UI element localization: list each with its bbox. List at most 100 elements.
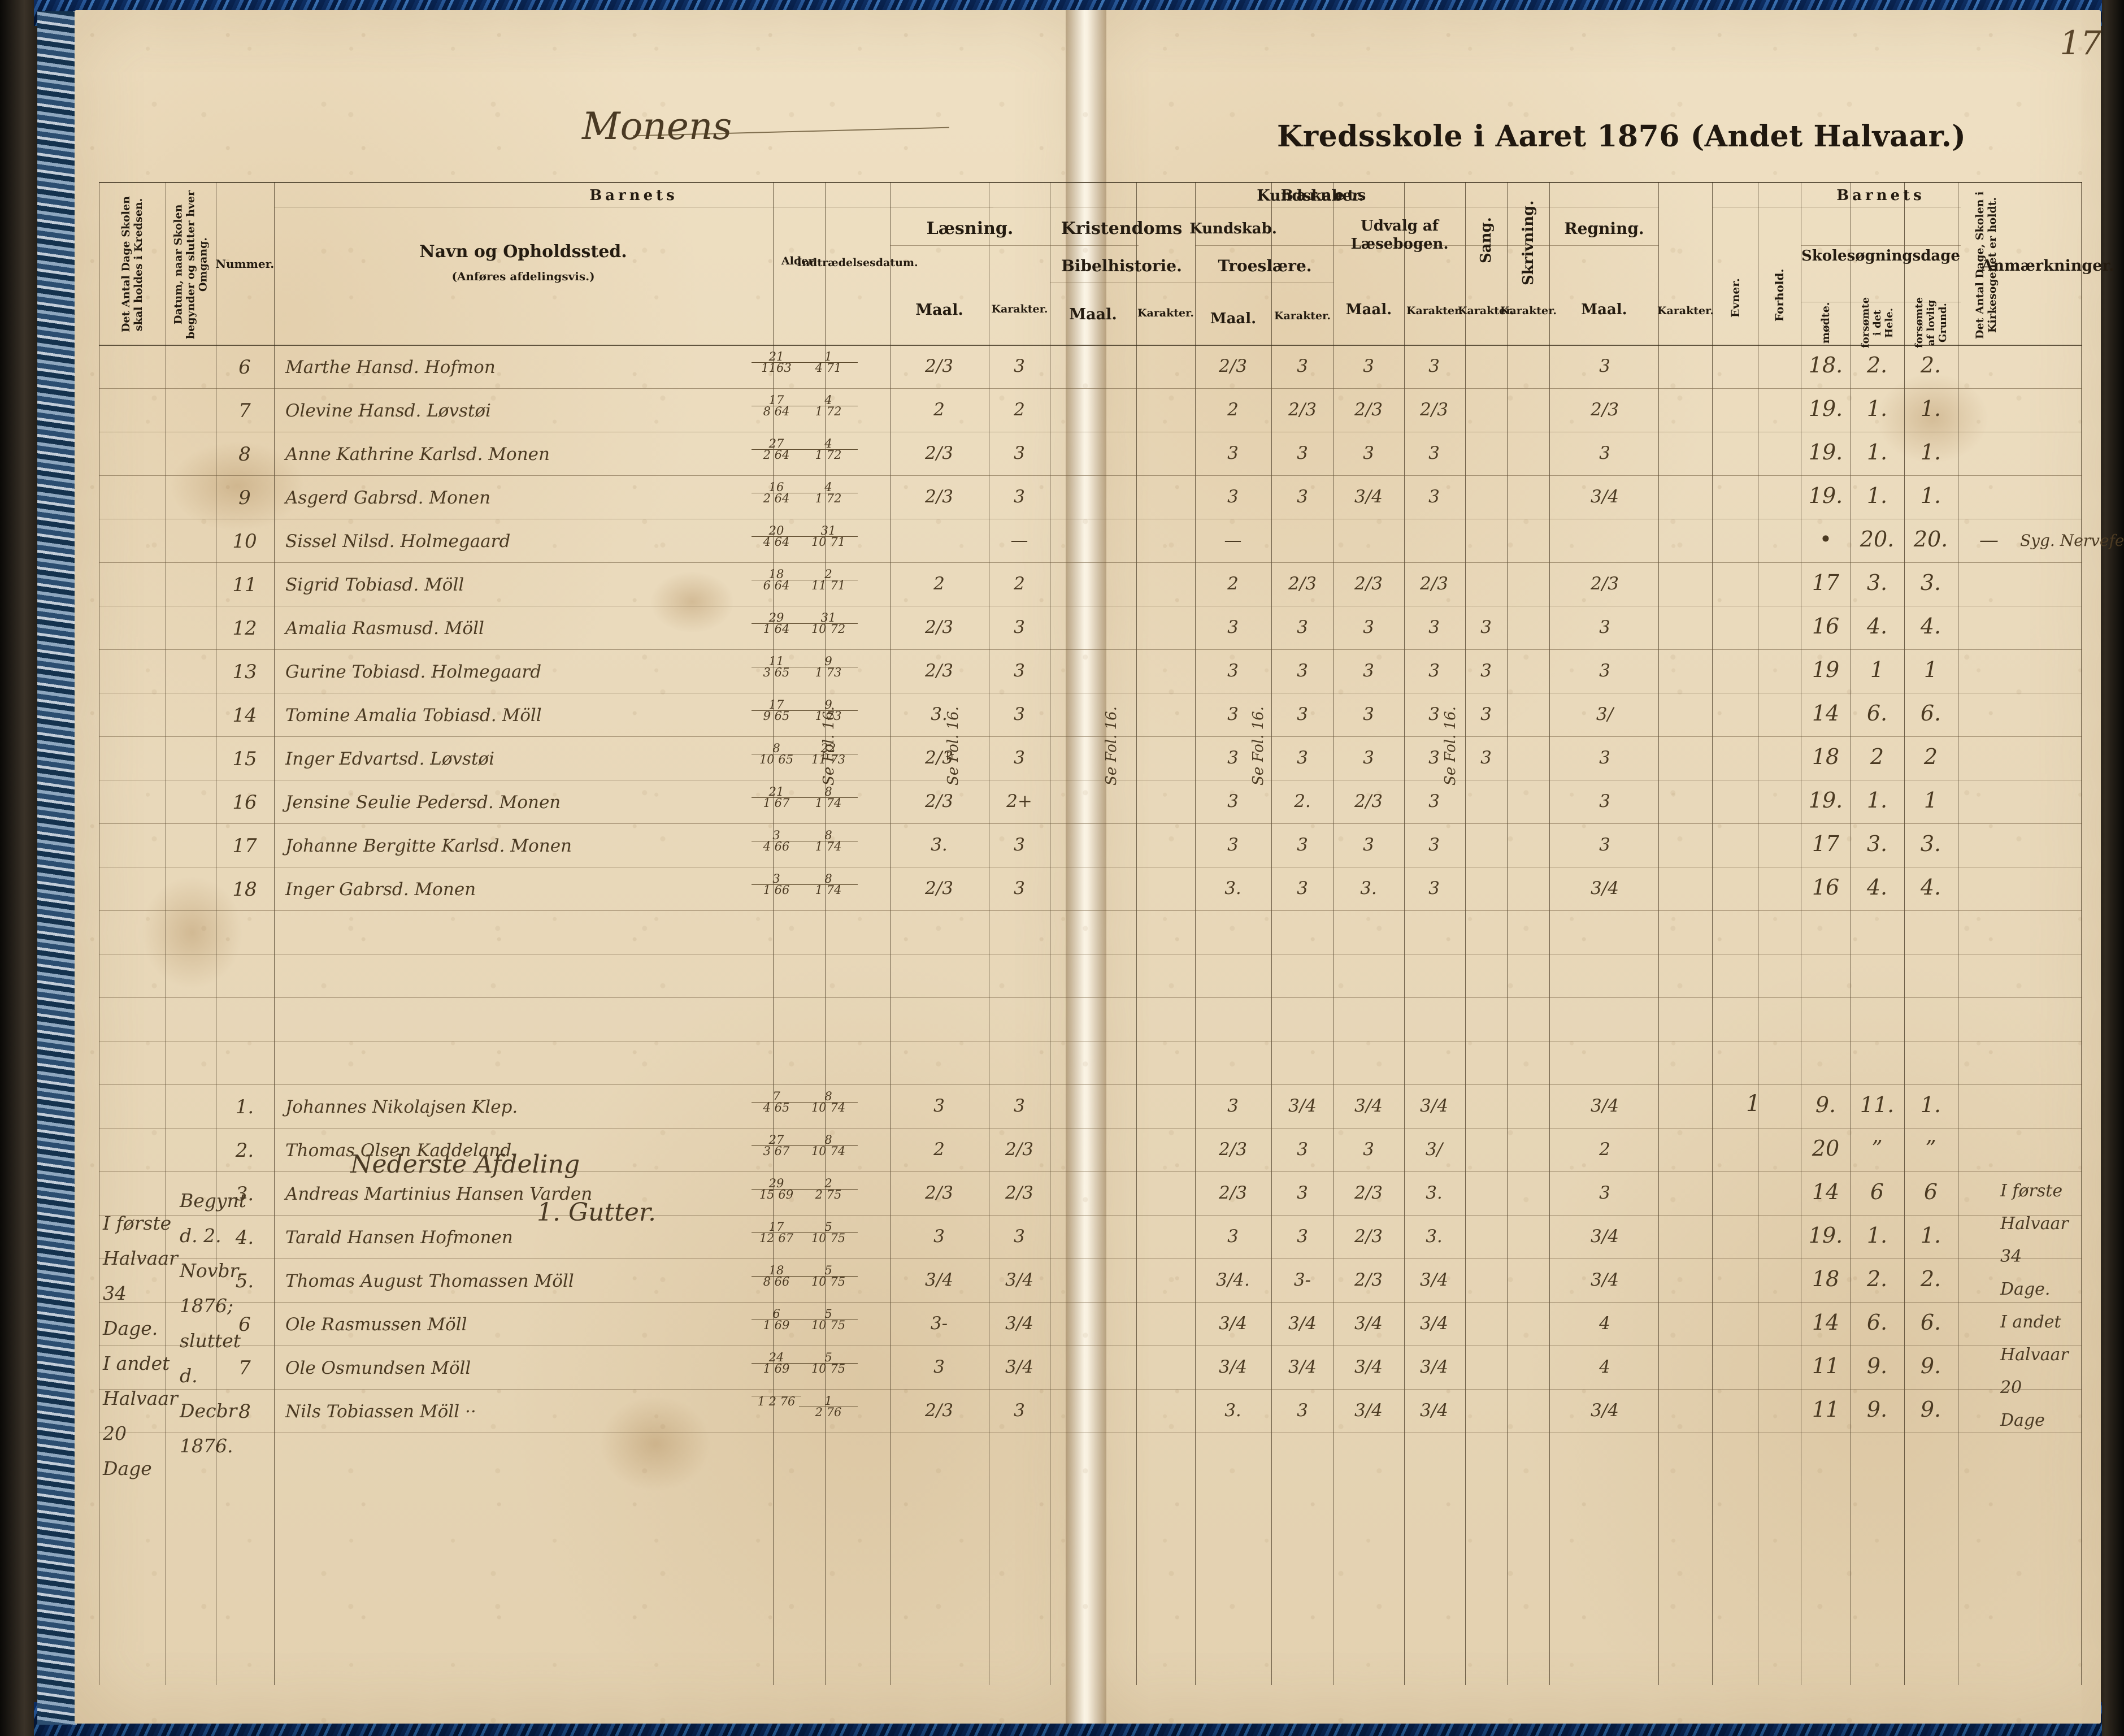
cell-value: 3 [1297,661,1308,681]
cell-value: 3. [1866,831,1888,856]
date-fraction: 17 12 67 [752,1221,801,1244]
cell-value: 3 [1363,704,1374,724]
cell-value: 3. [1360,878,1377,899]
cell-value: 3/4 [1420,1313,1448,1334]
cell-value: 3/4 [1591,1226,1619,1247]
cell-value: 2/3 [925,443,953,463]
cell-value: 3 [1297,878,1308,899]
margin-right-line: I første [2000,1181,2063,1201]
cell-value: 3. [931,835,948,855]
header-creed: Troeslære. [1218,256,1312,275]
cell-value: 2 [1599,1139,1610,1160]
pupil-name: Johannes Nikolajsen Klep. [285,1097,518,1117]
row-divider [99,1389,2082,1390]
date-fraction: 5 10 75 [799,1221,858,1244]
cell-value: ” [1871,1136,1883,1161]
cell-value: 3 [1363,443,1374,463]
header-name-place: Navn og Opholdssted. [419,241,627,262]
pupil-name: Anne Kathrine Karlsd. Monen [285,444,550,465]
cell-value: 1. [1866,788,1888,813]
row-divider [99,1215,2082,1216]
cell-value: 3/ [1425,1139,1443,1160]
row-divider [99,388,2082,389]
cell-value: 2/3 [925,617,953,637]
cell-value: 9 [238,487,251,509]
cell-value: 4 [1599,1313,1610,1334]
date-fraction: 21 1 67 [752,785,801,809]
cell-value: 3 [1428,791,1440,811]
header-karakter-reading: Karakter. [991,303,1048,316]
cell-value: 2/3 [1354,1183,1383,1203]
cell-value: 3 [1014,1096,1025,1116]
cell-value: 5. [235,1270,254,1292]
header-maal-selection: Maal. [1345,301,1392,318]
cell-value: 20. [1860,527,1895,552]
cell-value: 4. [235,1226,254,1249]
cell-value: 3 [1227,1226,1239,1247]
cell-value: 3 [1297,1183,1308,1203]
row-divider [99,1171,2082,1172]
cell-value: 3/4 [1420,1096,1448,1116]
cell-value: 2 [1014,574,1025,594]
header-remarks: Anmærkninger. [1981,257,2114,275]
cell-value: 14 [232,704,257,727]
cell-value: 3/4 [1005,1313,1033,1334]
cell-value: 2/3 [925,487,953,507]
cell-value: 2. [1920,1266,1941,1291]
cell-value: 6. [1920,1310,1941,1335]
cell-value: 19 [1812,657,1840,682]
pupil-name: Sigrid Tobiasd. Möll [285,575,464,595]
book-spine-left [0,0,44,1736]
cell-value: 3 [1363,1139,1374,1160]
date-fraction: 5 10 75 [799,1308,858,1331]
cell-value: 4 [1599,1357,1610,1377]
cell-value: 3 [1428,661,1440,681]
pupil-name: Jensine Seulie Pedersd. Monen [285,792,561,813]
margin-left-line: I andet [103,1352,170,1374]
marbled-edge-left [37,11,77,1725]
cell-value: 2/3 [925,791,953,811]
cell-value: 2/3 [1591,400,1619,420]
cell-value: 3- [930,1313,948,1334]
cell-value: 3/4 [1591,487,1619,507]
cell-value: 3/4 [1288,1357,1317,1377]
see-folio-note: Se Fol. 16. [820,706,837,785]
row-divider [99,1258,2082,1259]
cell-value: 2. [235,1139,254,1162]
cell-value: 3 [1599,661,1610,681]
section-label-nederste: Nederste Afdeling [350,1150,580,1179]
cell-value: 4. [1920,875,1941,900]
margin-left-line: Halvaar [103,1247,178,1269]
cell-value: 2/3 [1354,1270,1383,1290]
row-divider [99,1302,2082,1303]
header-singing: Sang. [1478,217,1495,263]
cell-value: 9. [1920,1353,1941,1378]
cell-value: 7 [238,1357,251,1379]
header-maal-reading: Maal. [915,301,963,319]
header-maal-creed: Maal. [1210,310,1257,327]
cell-value: 3/4 [1354,1313,1383,1334]
cell-value: 11 [232,574,257,596]
cell-value: 3 [1297,835,1308,855]
cell-value: 3 [1428,748,1440,768]
cell-value: 3/4 [1420,1400,1448,1421]
header-attended: mødte. [1819,302,1832,344]
date-fraction: 8 10 74 [799,1134,858,1157]
cell-value: 19. [1808,440,1843,465]
cell-value: 11. [1860,1092,1895,1117]
cell-value: 3 [1014,704,1025,724]
header-karakter-bible: Karakter. [1137,307,1195,320]
cell-value: 3 [1599,443,1610,463]
cell-value: 3 [1297,617,1308,637]
cell-value: 3/4 [1420,1357,1448,1377]
cell-value: 3 [1363,617,1374,637]
cell-value: 3 [1428,835,1440,855]
date-fraction: 27 3 67 [752,1134,801,1157]
cell-value: 3 [1363,748,1374,768]
cell-value: 3 [1428,704,1440,724]
date-fraction: 18 8 66 [752,1264,801,1288]
